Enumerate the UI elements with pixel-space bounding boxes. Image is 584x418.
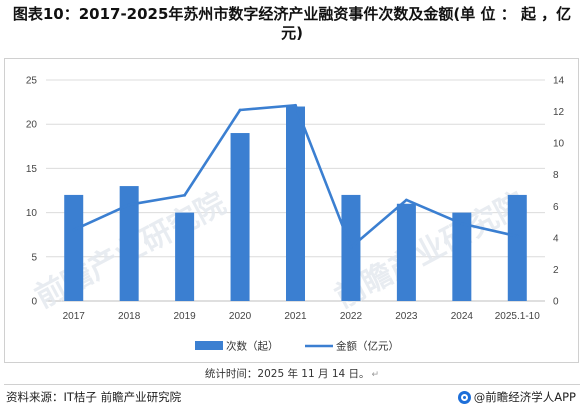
right-tick-label: 2 (553, 265, 559, 276)
bar-series (64, 106, 527, 301)
legend-line-label: 金额（亿元） (336, 340, 399, 353)
right-tick-label: 10 (553, 139, 565, 150)
x-tick-label: 2017 (63, 311, 86, 322)
bar (119, 186, 139, 301)
legend-bar-swatch (195, 341, 223, 350)
stats-time-text: 统计时间：2025 年 11 月 14 日。 (204, 368, 370, 380)
paragraph-mark: ↵ (371, 370, 380, 380)
source-text: 资料来源：IT桔子 前瞻产业研究院 (6, 390, 182, 404)
x-tick-label: 2019 (173, 311, 196, 322)
line-point (294, 103, 297, 107)
x-tick-label: 2020 (229, 311, 252, 322)
line-point (183, 193, 187, 197)
x-tick-label: 2025.1-10 (495, 311, 540, 322)
stats-time: 统计时间：2025 年 11 月 14 日。 ↵ (0, 366, 584, 381)
left-tick-label: 15 (26, 164, 38, 175)
right-tick-label: 8 (553, 170, 559, 181)
line-series (72, 103, 519, 249)
right-tick-label: 4 (553, 233, 559, 244)
line-point (404, 198, 408, 202)
left-tick-label: 20 (26, 120, 38, 131)
line-point (349, 245, 353, 249)
chart-title: 图表10：2017-2025年苏州市数字经济产业融资事件次数及金额(单 位 ： … (12, 5, 572, 42)
legend-bar-label: 次数（起） (226, 340, 279, 353)
line-point (460, 222, 464, 226)
bottom-divider (4, 384, 580, 385)
right-tick-label: 14 (553, 76, 565, 87)
bar (64, 194, 84, 301)
bar (396, 203, 416, 301)
x-tick-label: 2022 (340, 311, 363, 322)
left-tick-label: 10 (26, 208, 38, 219)
x-tick-label: 2024 (451, 311, 474, 322)
left-tick-label: 0 (31, 297, 37, 308)
line-point (127, 203, 131, 207)
legend: 次数（起） 金额（亿元） (195, 340, 399, 353)
right-tick-label: 12 (553, 107, 565, 118)
line-point (238, 108, 242, 112)
bar (452, 212, 472, 301)
right-tick-label: 6 (553, 202, 559, 213)
x-tick-label: 2023 (395, 311, 418, 322)
bar (507, 194, 527, 301)
brand: @前瞻经济学人APP (457, 389, 576, 405)
brand-text: @前瞻经济学人APP (473, 390, 576, 404)
bar (175, 212, 195, 301)
x-tick-label: 2021 (284, 311, 307, 322)
right-tick-label: 0 (553, 297, 559, 308)
x-tick-label: 2018 (118, 311, 141, 322)
line-point (515, 234, 519, 238)
x-axis-ticks: 2017 2018 2019 2020 2021 2022 2023 2024 2025.1-1… (63, 311, 541, 322)
left-axis-ticks: 0 5 10 15 20 25 (26, 76, 38, 308)
bar (286, 106, 305, 301)
left-tick-label: 25 (26, 76, 38, 87)
bar (230, 133, 250, 301)
line-point (72, 228, 76, 232)
left-tick-label: 5 (31, 252, 37, 263)
right-axis-ticks: 0 2 4 6 8 10 12 14 (553, 76, 565, 308)
brand-logo-icon (457, 390, 471, 404)
